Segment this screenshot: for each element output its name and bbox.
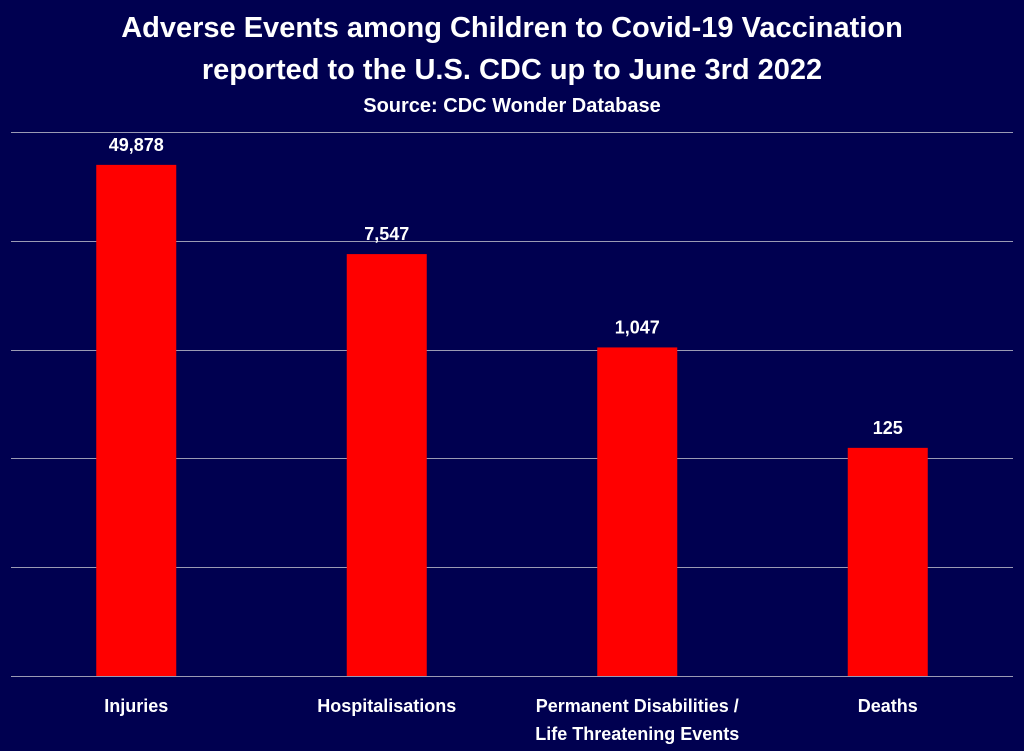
data-label-4: 125	[873, 418, 903, 438]
category-label-4: Deaths	[858, 696, 918, 716]
data-label-3: 1,047	[615, 317, 660, 337]
bar-2	[346, 254, 427, 676]
category-label-1: Injuries	[104, 696, 168, 716]
category-label-3-line-2: Life Threatening Events	[535, 724, 739, 744]
category-label-3-line-1: Permanent Disabilities /	[536, 696, 739, 716]
bar-1	[96, 164, 177, 676]
chart-title-line-1: Adverse Events among Children to Covid-1…	[121, 12, 903, 44]
category-label-2: Hospitalisations	[317, 696, 456, 716]
bar-3	[597, 347, 678, 676]
bar-4	[847, 447, 928, 676]
chart-title-line-2: reported to the U.S. CDC up to June 3rd …	[201, 54, 823, 86]
data-label-1: 49,878	[109, 135, 164, 155]
data-label-2: 7,547	[364, 224, 409, 244]
chart-subtitle: Source: CDC Wonder Database	[363, 95, 661, 117]
